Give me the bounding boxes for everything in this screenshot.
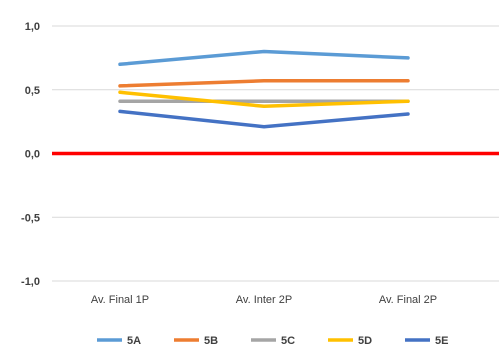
series-line-5e xyxy=(118,109,410,129)
y-tick-label: -1,0 xyxy=(21,276,40,288)
series-line-5b xyxy=(118,79,410,88)
y-tick-label: -0,5 xyxy=(21,212,40,224)
legend-label-5a: 5A xyxy=(127,335,141,347)
x-axis-ticks: Av. Final 1P Av. Inter 2P Av. Final 2P xyxy=(91,294,437,306)
legend: 5A 5B 5C 5D 5E xyxy=(97,335,448,347)
legend-label-5c: 5C xyxy=(281,335,295,347)
y-tick-label: 1,0 xyxy=(25,21,40,33)
y-tick-label: 0,0 xyxy=(25,149,40,161)
series-line-5d xyxy=(118,90,410,109)
legend-label-5b: 5B xyxy=(204,335,218,347)
x-tick-label: Av. Inter 2P xyxy=(236,294,292,306)
y-tick-label: 0,5 xyxy=(25,85,40,97)
y-axis-ticks: 1,0 0,5 0,0 -0,5 -1,0 xyxy=(21,21,40,288)
x-tick-label: Av. Final 2P xyxy=(379,294,437,306)
legend-label-5e: 5E xyxy=(435,335,448,347)
series-line-5a xyxy=(118,49,410,67)
series-group xyxy=(118,49,410,129)
x-tick-label: Av. Final 1P xyxy=(91,294,149,306)
legend-label-5d: 5D xyxy=(358,335,372,347)
